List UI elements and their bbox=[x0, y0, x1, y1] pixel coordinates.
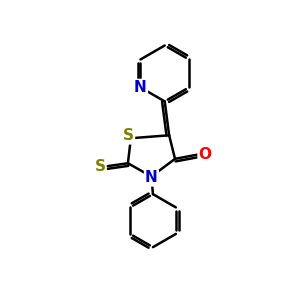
Text: N: N bbox=[145, 170, 158, 185]
Text: S: S bbox=[123, 128, 134, 143]
Text: N: N bbox=[134, 80, 147, 95]
Text: O: O bbox=[199, 147, 212, 162]
Text: S: S bbox=[94, 159, 105, 174]
